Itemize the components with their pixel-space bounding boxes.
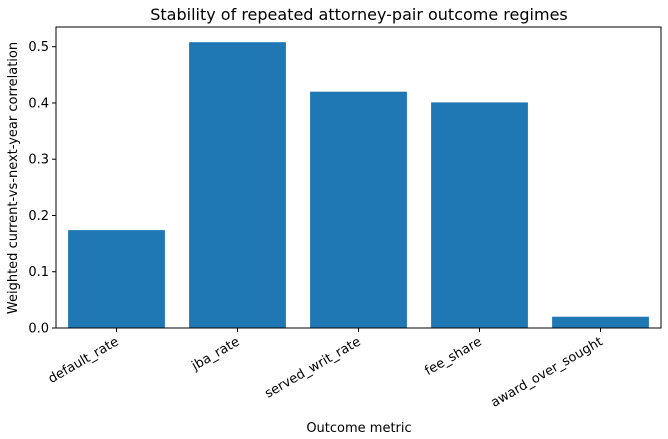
x-tick-label: jba_rate xyxy=(188,334,242,374)
y-tick-label: 0.0 xyxy=(28,322,49,337)
plot-frame xyxy=(55,26,662,329)
bar-award_over_sought xyxy=(552,316,649,328)
y-tick-label: 0.3 xyxy=(28,153,49,168)
y-tick-label: 0.1 xyxy=(28,265,49,280)
y-tick-label: 0.5 xyxy=(28,40,49,55)
chart-title: Stability of repeated attorney-pair outc… xyxy=(150,5,568,24)
bar-jba_rate xyxy=(189,42,286,328)
x-tick-label: award_over_sought xyxy=(488,334,605,410)
y-axis-label: Weighted current-vs-next-year correlatio… xyxy=(6,42,21,314)
bar-default_rate xyxy=(68,230,165,328)
x-tick-label: served_writ_rate xyxy=(262,334,363,401)
y-tick-label: 0.2 xyxy=(28,209,49,224)
y-axis: 0.0 0.1 0.2 0.3 0.4 0.5 xyxy=(28,40,56,337)
y-tick-label: 0.4 xyxy=(28,96,49,111)
bar-fee_share xyxy=(431,102,528,328)
bars-group xyxy=(68,42,649,328)
x-tick-label: fee_share xyxy=(422,334,484,379)
x-axis-label: Outcome metric xyxy=(306,421,411,436)
x-axis: default_rate jba_rate served_writ_rate fee_… xyxy=(46,328,606,411)
bar-served_writ_rate xyxy=(310,91,407,328)
x-tick-label: default_rate xyxy=(46,334,122,386)
